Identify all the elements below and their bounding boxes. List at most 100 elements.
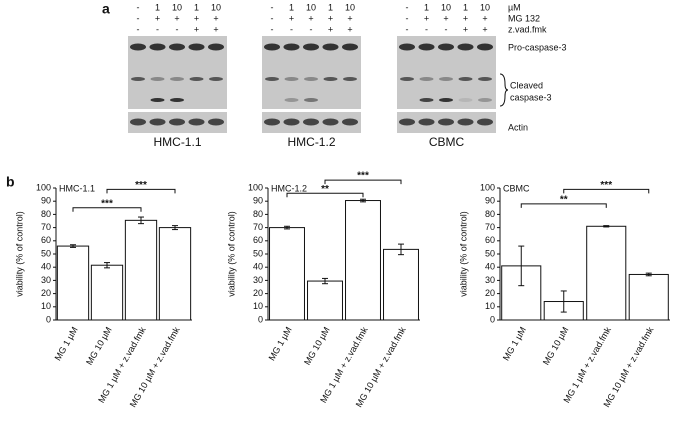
bar: [124, 219, 158, 321]
band: [439, 77, 453, 81]
y-tick-label: 70: [485, 222, 495, 232]
band: [400, 77, 414, 81]
row-cell: -: [156, 24, 159, 34]
band: [284, 77, 299, 81]
y-tick-label: 10: [253, 301, 263, 311]
row-cell: +: [443, 13, 448, 23]
y-tick-label: 50: [253, 248, 263, 258]
row-cell: +: [213, 24, 218, 34]
bar: [269, 227, 305, 321]
band: [399, 43, 415, 51]
row-cell: +: [194, 24, 199, 34]
band: [208, 118, 224, 126]
y-tick-label: 70: [253, 222, 263, 232]
x-tick-label: MG 10 µM: [84, 325, 114, 367]
group-label: HMC-1.1: [153, 135, 201, 149]
significance-label: **: [321, 184, 329, 195]
y-tick-label: 30: [485, 275, 495, 285]
band: [418, 118, 435, 126]
band: [322, 43, 339, 51]
bar: [56, 245, 90, 321]
band: [477, 118, 493, 126]
row-cell: 1: [155, 2, 160, 12]
band-label: Cleaved: [510, 80, 543, 90]
x-tick-label: MG 1 µM: [267, 325, 294, 362]
y-tick-label: 90: [41, 196, 51, 206]
y-axis-label: viability (% of control): [14, 211, 24, 297]
band: [478, 98, 492, 102]
significance-bracket: [563, 188, 650, 194]
row-cell: -: [176, 24, 179, 34]
x-tick-label: MG 1 µM + z.vad.fmk: [561, 325, 613, 405]
band-label: Actin: [508, 122, 528, 132]
y-tick-label: 20: [253, 288, 263, 298]
band: [419, 77, 434, 81]
row-cell: +: [155, 13, 160, 23]
y-tick-label: 0: [46, 314, 51, 324]
band: [208, 43, 224, 51]
y-tick-label: 100: [36, 182, 51, 192]
chart-title: CBMC: [503, 183, 530, 193]
significance-bracket: [72, 207, 142, 212]
band: [399, 118, 415, 126]
group-label: CBMC: [429, 135, 465, 149]
row-cell: 1: [463, 2, 468, 12]
row-cell: -: [271, 2, 274, 12]
bar: [158, 227, 192, 321]
y-axis-label: viability (% of control): [226, 211, 236, 297]
row-cell: +: [328, 13, 333, 23]
band: [284, 98, 299, 102]
band: [342, 118, 358, 126]
bar: [307, 280, 343, 321]
row-cell: -: [310, 24, 313, 34]
band: [438, 118, 454, 126]
row-cell: +: [213, 13, 218, 23]
x-tick-label: MG 10 µM + z.vad.fmk: [601, 325, 655, 409]
chart-title: HMC-1.1: [59, 183, 95, 193]
brace: [499, 73, 509, 107]
y-tick-label: 80: [41, 209, 51, 219]
band: [478, 77, 492, 81]
band: [209, 77, 223, 81]
band: [170, 98, 184, 102]
band: [170, 77, 184, 81]
row-cell: 10: [306, 2, 316, 12]
y-tick-label: 30: [41, 275, 51, 285]
band-label: Pro-caspase-3: [508, 42, 567, 52]
bar: [628, 273, 669, 321]
row-cell: +: [194, 13, 199, 23]
row-cell: +: [328, 24, 333, 34]
y-tick-label: 90: [485, 196, 495, 206]
band: [303, 43, 319, 51]
significance-label: ***: [600, 180, 612, 191]
row-cell: +: [289, 13, 294, 23]
row-cell: +: [347, 24, 352, 34]
band: [343, 77, 357, 81]
row-cell: +: [308, 13, 313, 23]
band: [283, 118, 300, 126]
row-cell: +: [482, 24, 487, 34]
row-cell: -: [406, 24, 409, 34]
row-label: MG 132: [508, 13, 540, 23]
band: [265, 77, 279, 81]
x-tick-label: MG 10 µM: [302, 325, 332, 367]
significance-label: ***: [357, 171, 369, 182]
y-tick-label: 30: [253, 275, 263, 285]
row-cell: +: [482, 13, 487, 23]
y-tick-label: 10: [41, 301, 51, 311]
group-label: HMC-1.2: [287, 135, 335, 149]
row-cell: -: [425, 24, 428, 34]
bar: [90, 264, 124, 321]
bar: [586, 225, 627, 321]
row-cell: -: [406, 2, 409, 12]
y-tick-label: 40: [253, 262, 263, 272]
row-cell: -: [406, 13, 409, 23]
band: [264, 43, 280, 51]
y-tick-label: 60: [41, 235, 51, 245]
band: [419, 98, 434, 102]
row-cell: -: [271, 24, 274, 34]
band: [169, 43, 185, 51]
y-tick-label: 100: [480, 182, 495, 192]
row-cell: +: [463, 13, 468, 23]
